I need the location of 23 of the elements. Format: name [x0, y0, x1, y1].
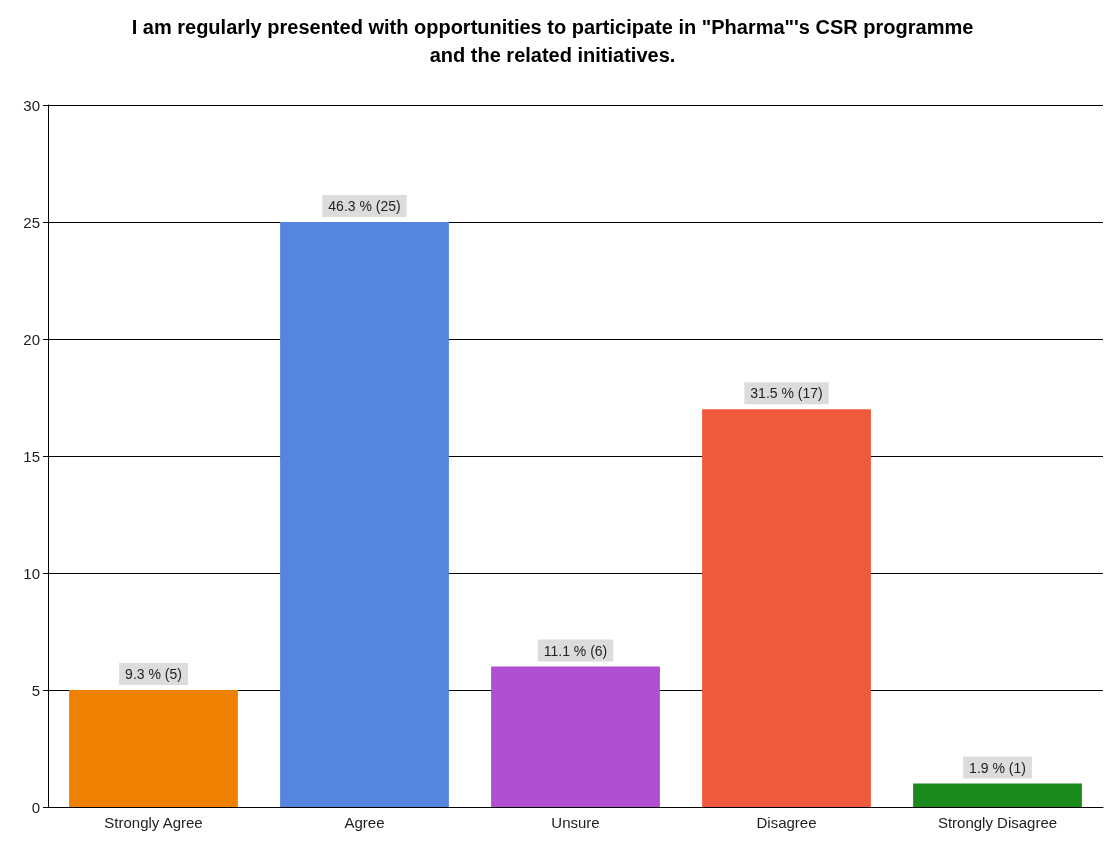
chart-title: I am regularly presented with opportunities to participate in "Pharma"'s CSR programme and the related initiatives. — [131, 16, 974, 66]
data-label: 46.3 % (25) — [328, 198, 401, 214]
bar — [491, 666, 660, 807]
bar — [69, 690, 238, 807]
data-label: 9.3 % (5) — [125, 666, 182, 682]
y-tick-label: 5 — [31, 681, 40, 699]
data-label: 11.1 % (6) — [543, 642, 608, 659]
x-tick-label: Strongly Agree — [104, 814, 203, 831]
x-tick-label: Disagree — [756, 814, 817, 831]
data-label: 31.5 % (17) — [750, 385, 823, 402]
y-tick-label: 15 — [23, 447, 40, 465]
bar — [702, 409, 871, 807]
y-tick-label: 30 — [23, 96, 40, 114]
x-tick-label: Unsure — [551, 814, 600, 831]
bar — [913, 783, 1082, 807]
y-tick-label: 0 — [31, 798, 40, 816]
data-label: 1.9 % (1) — [969, 759, 1026, 776]
y-tick-label: 10 — [23, 564, 40, 582]
x-tick-label: Strongly Disagree — [937, 814, 1058, 831]
y-tick-label: 25 — [23, 213, 40, 231]
x-tick-label: Agree — [344, 814, 385, 831]
bar — [280, 222, 449, 807]
y-tick-label: 20 — [23, 330, 40, 348]
